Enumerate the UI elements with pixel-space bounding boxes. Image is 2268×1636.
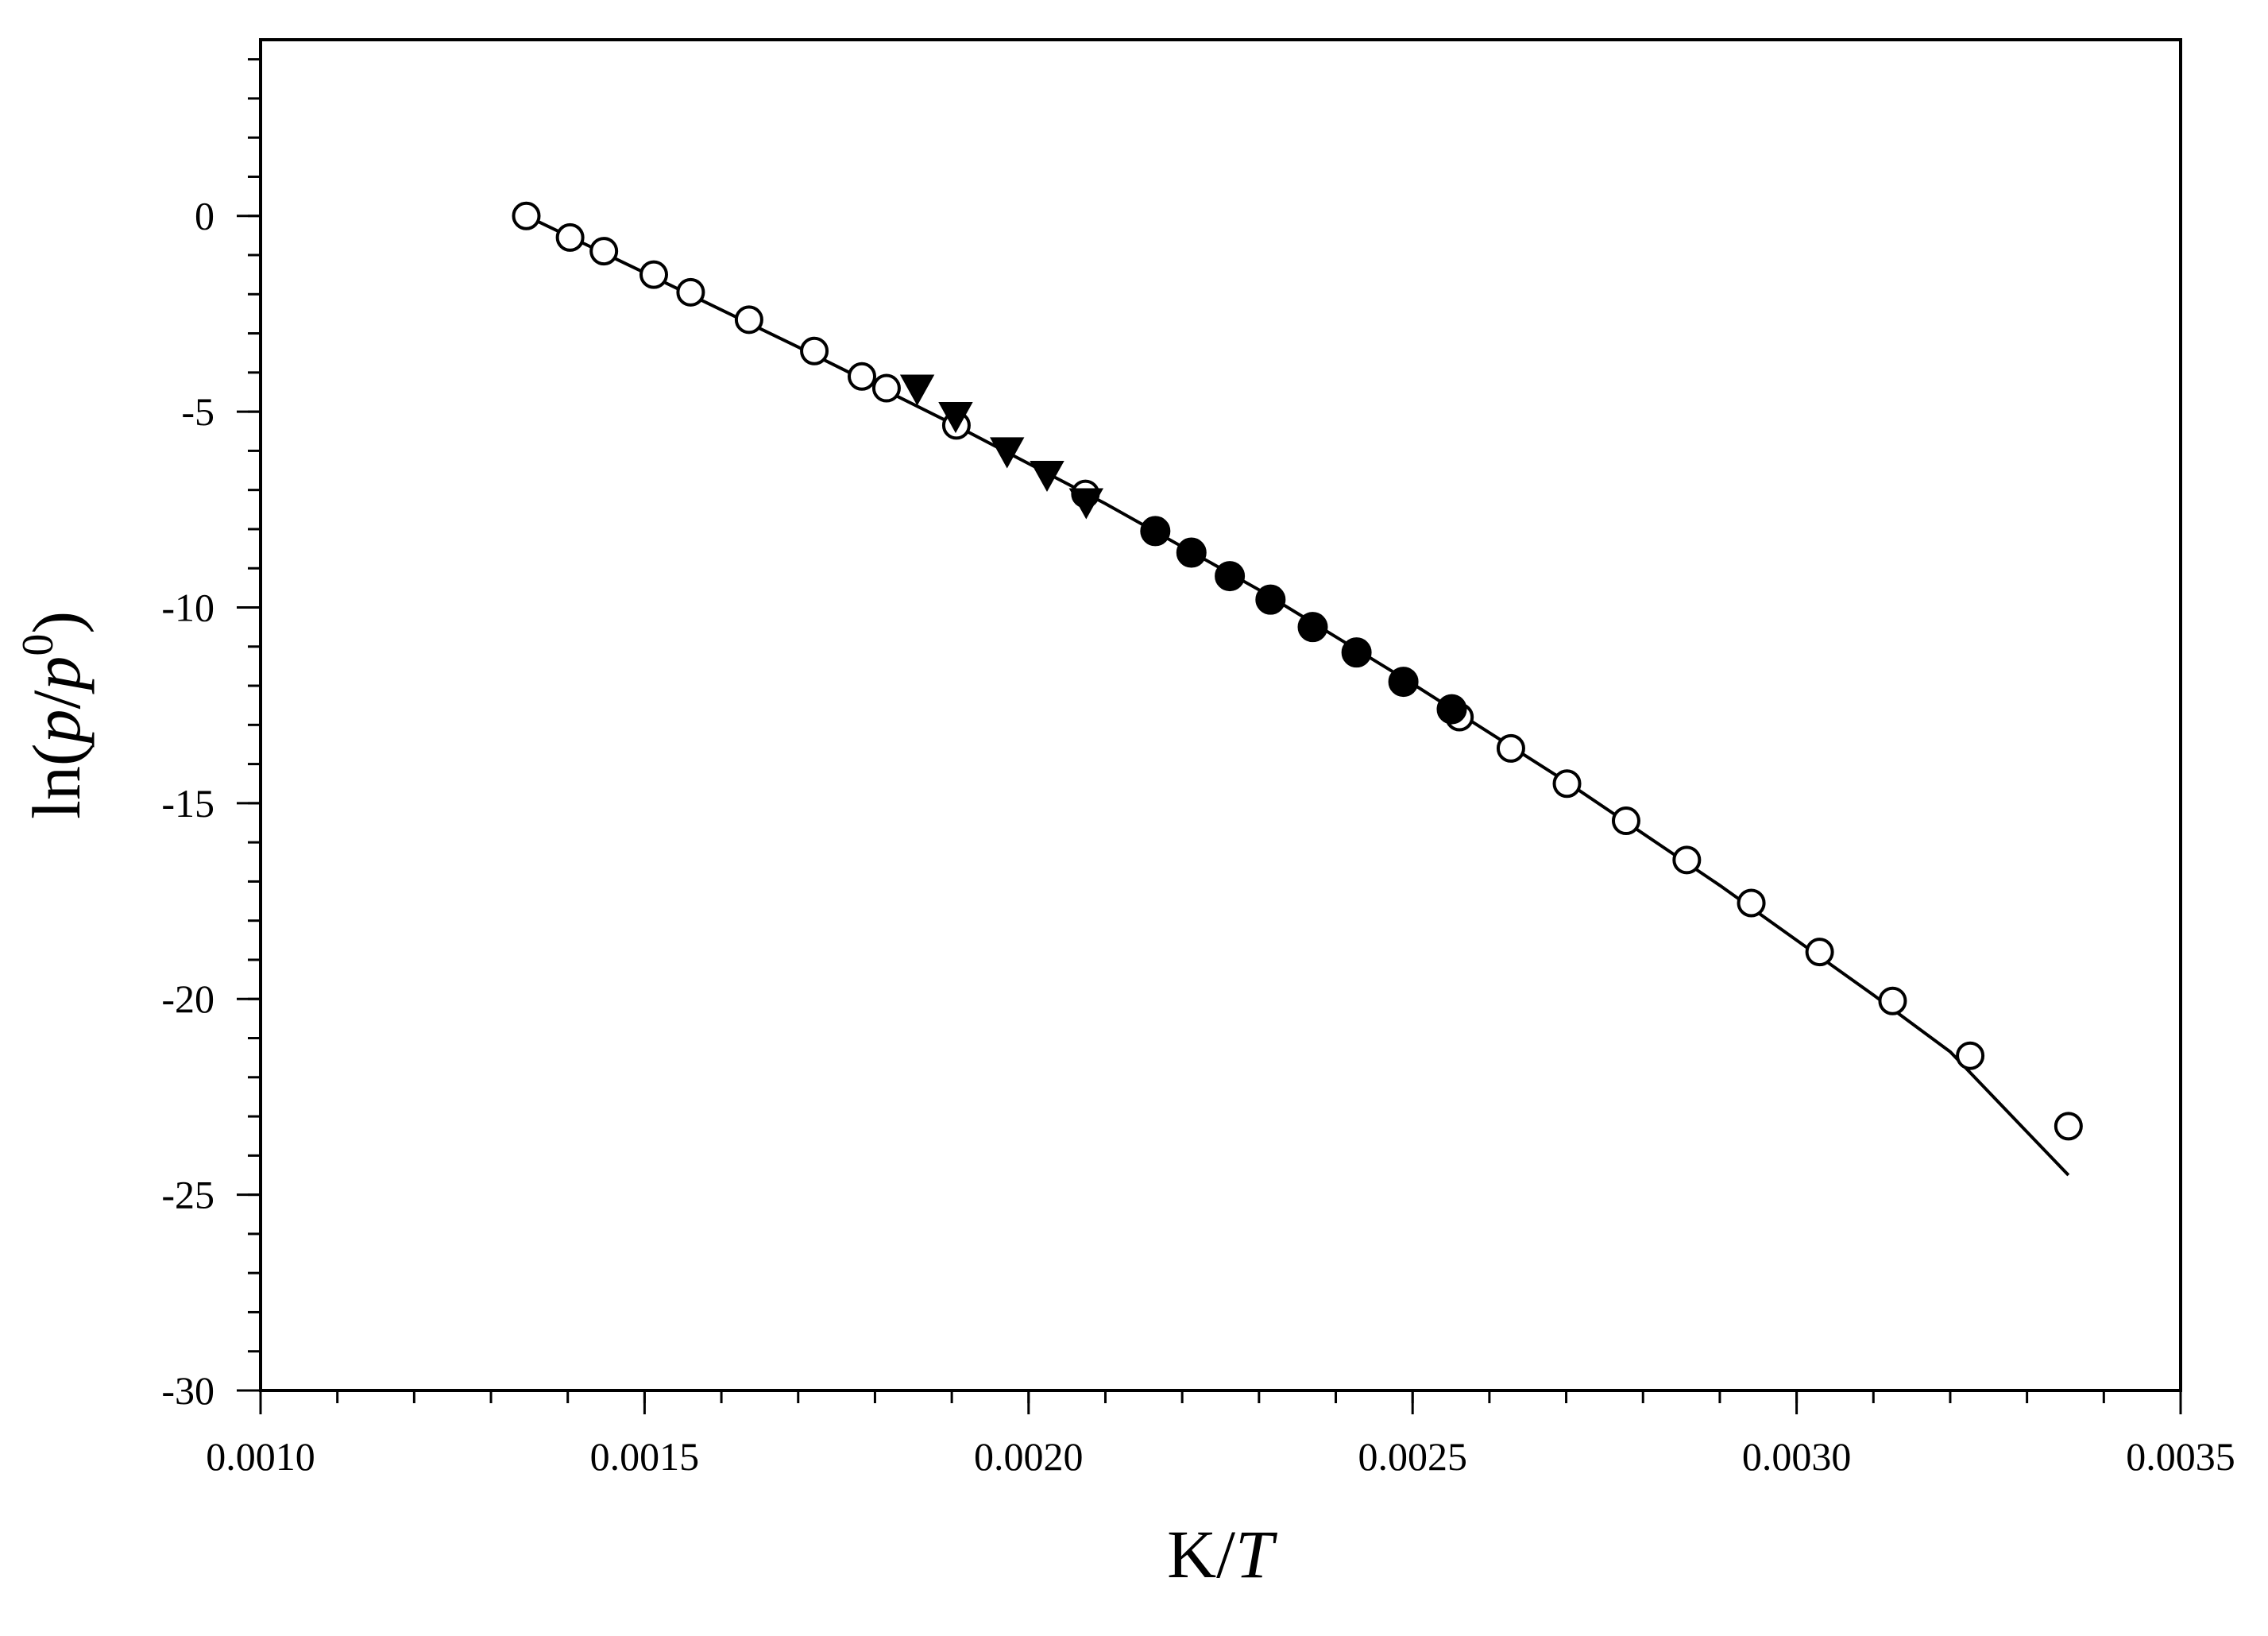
x-title-variable: T: [1235, 1516, 1277, 1592]
axis-tick-labels: 0.0010 0.0015 0.0020 0.0025 0.0030 0.0035 0 -5 -…: [161, 194, 2235, 1479]
filled-circle-point: [1215, 561, 1246, 592]
fit-line: [525, 214, 2070, 1177]
filled-triangle-point: [899, 374, 935, 406]
axis-ticks: [237, 58, 2182, 1414]
y-tick-label: 0: [195, 194, 214, 238]
y-tick-label: -15: [161, 781, 214, 826]
open-circle-point: [871, 373, 901, 403]
open-circle-point: [1611, 806, 1640, 836]
x-tick-label: 0.0035: [2126, 1434, 2235, 1479]
filled-circle-point: [1436, 694, 1467, 725]
open-circle-point: [1737, 888, 1766, 918]
x-axis-title: K/T: [1167, 1516, 1277, 1592]
open-circle-point: [734, 305, 763, 335]
filled-triangle-point: [1030, 460, 1064, 493]
x-tick-label: 0.0010: [206, 1434, 315, 1479]
filled-circle-point: [1341, 637, 1372, 668]
open-circle-point: [1805, 938, 1834, 967]
y-title-variable: p: [18, 710, 95, 748]
y-tick-label: -5: [181, 389, 214, 434]
open-circle-point: [589, 237, 619, 266]
y-title-variable: p: [18, 656, 95, 695]
filled-circle-point: [1297, 612, 1328, 643]
filled-circle-point: [1388, 667, 1419, 698]
open-circle-point: [1956, 1041, 1985, 1070]
filled-triangle-point: [1068, 488, 1104, 520]
x-tick-label: 0.0015: [590, 1434, 700, 1479]
open-circle-point: [639, 260, 669, 289]
filled-circle-point: [1140, 516, 1171, 547]
y-title-superscript: 0: [14, 634, 63, 656]
y-tick-label: -20: [161, 977, 214, 1021]
y-tick-label: -10: [161, 585, 214, 629]
open-circle-point: [2054, 1112, 2083, 1141]
x-title-part: K/: [1167, 1516, 1235, 1592]
filled-circle-point: [1176, 537, 1207, 568]
filled-triangle-point: [990, 437, 1025, 469]
open-circle-point: [512, 201, 541, 230]
x-tick-label: 0.0020: [974, 1434, 1084, 1479]
y-title-part: /: [18, 690, 95, 710]
x-tick-label: 0.0025: [1358, 1434, 1467, 1479]
open-circle-point: [1496, 733, 1525, 763]
x-tick-label: 0.0030: [1742, 1434, 1852, 1479]
data-points: [512, 201, 2083, 1141]
y-title-part: ): [18, 611, 95, 634]
filled-triangle-point: [938, 402, 973, 434]
open-circle-point: [848, 362, 877, 391]
filled-circle-point: [1255, 584, 1286, 615]
plot-frame: [259, 38, 2182, 1392]
y-tick-label: -30: [161, 1368, 214, 1413]
open-circle-point: [555, 222, 585, 252]
y-tick-label: -25: [161, 1173, 214, 1217]
y-axis-title: ln(p/p0): [14, 611, 95, 819]
y-title-part: ln(: [18, 744, 95, 820]
open-circle-point: [800, 336, 829, 365]
open-circle-point: [1672, 845, 1702, 875]
open-circle-point: [1878, 986, 1907, 1015]
open-circle-point: [1552, 769, 1582, 799]
open-circle-point: [676, 277, 705, 307]
